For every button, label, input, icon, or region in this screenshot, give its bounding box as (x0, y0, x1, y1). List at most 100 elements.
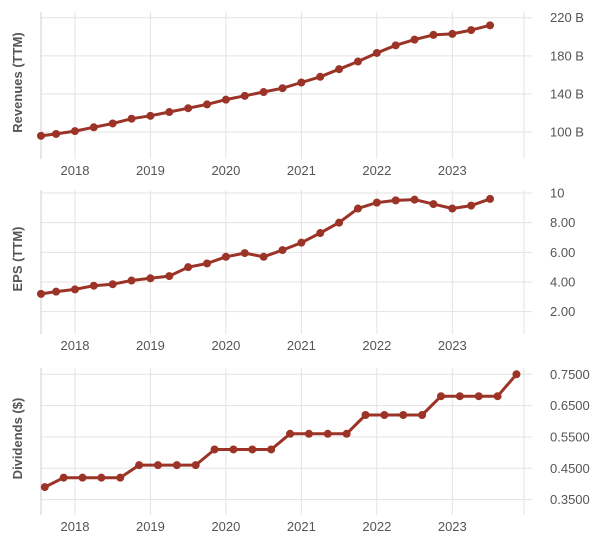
eps-data-point[interactable] (353, 204, 362, 213)
revenues-data-point[interactable] (203, 100, 212, 109)
dividends-data-point[interactable] (210, 445, 219, 454)
revenues-data-point[interactable] (37, 131, 45, 140)
eps-x-tick-label: 2022 (362, 338, 391, 353)
dividends-data-point[interactable] (436, 392, 445, 401)
revenues-data-point[interactable] (259, 88, 268, 97)
revenues-data-point[interactable] (467, 26, 476, 35)
revenues-data-point[interactable] (335, 65, 344, 74)
revenues-data-point[interactable] (184, 104, 193, 113)
dividends-data-point[interactable] (229, 445, 238, 454)
revenues-data-point[interactable] (70, 127, 79, 136)
revenues-data-point[interactable] (278, 84, 287, 93)
dividends-data-point[interactable] (474, 392, 483, 401)
dividends-data-point[interactable] (172, 461, 181, 470)
eps-data-point[interactable] (240, 249, 249, 258)
dividends-data-point[interactable] (512, 370, 521, 379)
revenues-data-point[interactable] (448, 29, 457, 38)
eps-y-tick-label: 8.00 (550, 215, 575, 230)
dividends-y-tick-label: 0.7500 (550, 367, 590, 382)
eps-data-point[interactable] (146, 274, 155, 283)
dividends-y-tick-label: 0.3500 (550, 492, 590, 507)
dividends-data-point[interactable] (380, 411, 389, 419)
eps-data-point[interactable] (467, 201, 476, 210)
eps-data-point[interactable] (316, 229, 325, 238)
eps-data-point[interactable] (89, 281, 98, 290)
revenues-x-tick-label: 2023 (438, 163, 467, 178)
eps-data-point[interactable] (297, 238, 306, 247)
dividends-data-point[interactable] (59, 473, 68, 482)
revenues-data-point[interactable] (52, 129, 61, 138)
revenues-series-line (39, 23, 492, 138)
revenues-data-point[interactable] (89, 123, 98, 132)
dividends-data-point[interactable] (493, 392, 502, 401)
revenues-x-tick-label: 2019 (136, 163, 165, 178)
dividends-data-point[interactable] (455, 392, 464, 401)
dividends-data-point[interactable] (116, 473, 125, 482)
dividends-x-tick-label: 2019 (136, 519, 165, 534)
dividends-data-point[interactable] (191, 461, 200, 470)
revenues-data-point[interactable] (146, 111, 155, 120)
dividends-data-point[interactable] (153, 461, 162, 470)
dividends-data-point[interactable] (399, 411, 408, 419)
revenues-y-tick-label: 220 B (550, 10, 584, 25)
revenues-data-point[interactable] (486, 21, 495, 30)
dividends-data-point[interactable] (361, 411, 370, 419)
eps-chart: 2.00 4.00 6.00 8.00 10 2018 2019 2020 2021 2022 20… (10, 185, 575, 353)
eps-data-point[interactable] (184, 263, 193, 272)
revenues-data-point[interactable] (410, 35, 419, 44)
eps-data-point[interactable] (429, 200, 438, 209)
dividends-data-point[interactable] (135, 461, 144, 470)
dividends-data-point[interactable] (97, 473, 106, 482)
revenues-data-point[interactable] (127, 114, 136, 123)
eps-data-point[interactable] (486, 194, 495, 203)
revenues-data-point[interactable] (108, 119, 117, 128)
dividends-data-point[interactable] (342, 429, 351, 438)
dividends-data-point[interactable] (323, 429, 332, 438)
eps-data-point[interactable] (410, 195, 419, 204)
dividends-data-point[interactable] (286, 429, 295, 438)
eps-data-point[interactable] (221, 252, 230, 261)
eps-data-point[interactable] (391, 196, 400, 205)
dividends-x-tick-label: 2020 (211, 519, 240, 534)
revenues-data-point[interactable] (297, 78, 306, 87)
eps-x-tick-label: 2020 (211, 338, 240, 353)
revenues-data-point[interactable] (165, 108, 174, 117)
eps-y-tick-label: 4.00 (550, 275, 575, 290)
dividends-data-point[interactable] (40, 483, 49, 492)
eps-data-point[interactable] (52, 287, 61, 296)
dividends-x-tick-label: 2022 (362, 519, 391, 534)
eps-data-point[interactable] (278, 246, 287, 255)
revenues-y-tick-label: 100 B (550, 125, 584, 140)
revenues-y-axis-label: Revenues (TTM) (10, 32, 25, 132)
eps-data-point[interactable] (108, 280, 117, 289)
revenues-data-point[interactable] (316, 72, 325, 81)
revenues-data-point[interactable] (429, 30, 438, 39)
revenues-data-point[interactable] (353, 57, 362, 66)
eps-y-axis-label: EPS (TTM) (10, 227, 25, 292)
eps-data-point[interactable] (335, 218, 344, 227)
eps-data-point[interactable] (448, 204, 457, 213)
dividends-chart: 0.3500 0.4500 0.5500 0.6500 0.7500 2018 2019 20… (10, 367, 590, 534)
dividends-x-tick-label: 2021 (287, 519, 316, 534)
revenues-data-point[interactable] (221, 95, 230, 104)
eps-data-point[interactable] (165, 272, 174, 281)
revenues-data-point[interactable] (391, 41, 400, 50)
eps-data-point[interactable] (70, 285, 79, 294)
eps-data-point[interactable] (259, 252, 268, 261)
dividends-data-point[interactable] (248, 445, 257, 454)
revenues-data-point[interactable] (372, 48, 381, 57)
eps-data-point[interactable] (127, 276, 136, 285)
dividends-series-line (43, 372, 518, 489)
dividends-x-tick-label: 2018 (61, 519, 90, 534)
eps-data-point[interactable] (372, 198, 381, 207)
dividends-data-point[interactable] (304, 429, 313, 438)
revenues-data-point[interactable] (240, 91, 249, 100)
revenues-x-tick-label: 2022 (362, 163, 391, 178)
eps-data-point[interactable] (203, 259, 212, 268)
eps-x-tick-label: 2023 (438, 338, 467, 353)
dividends-data-point[interactable] (78, 473, 87, 482)
eps-data-point[interactable] (37, 289, 45, 298)
dividends-data-point[interactable] (267, 445, 276, 454)
dividends-data-point[interactable] (418, 411, 427, 419)
